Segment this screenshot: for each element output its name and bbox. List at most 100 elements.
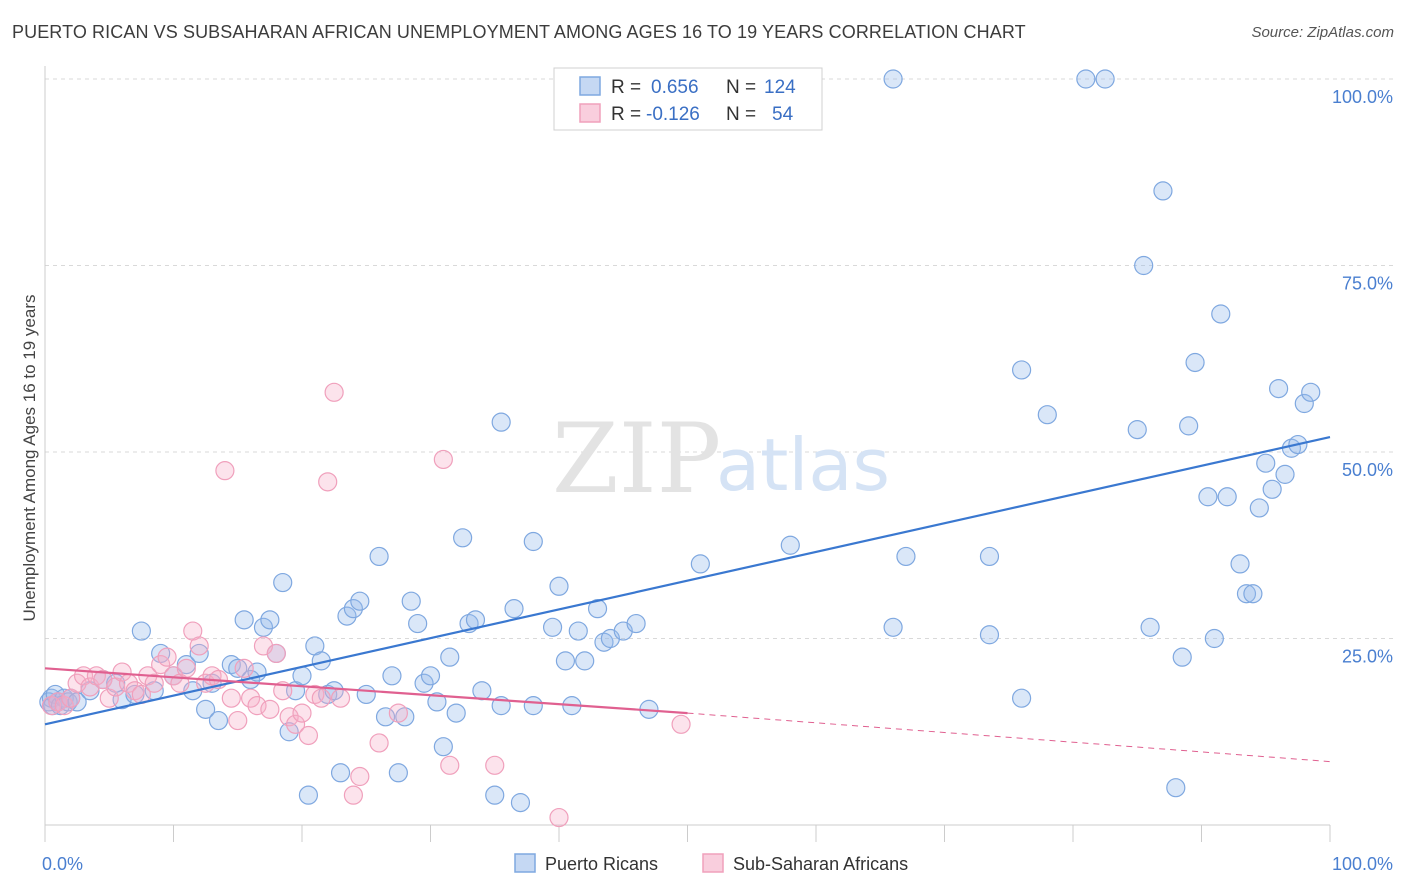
stats-legend: R = 0.656 N = 124 R = -0.126 N = 54 — [553, 67, 823, 131]
sub-saharan-point-44 — [324, 382, 344, 402]
sub-saharan-point-46 — [343, 785, 363, 805]
sub-saharan-point-23 — [189, 636, 209, 656]
sub-saharan-point-37 — [279, 707, 299, 727]
y-tick-label-2: 50.0% — [1342, 460, 1393, 480]
puerto-rican-point-58 — [440, 647, 460, 667]
y-tick-label-3: 25.0% — [1342, 647, 1393, 667]
puerto-rican-point-15 — [131, 621, 151, 641]
sub-saharan-point-2 — [54, 696, 74, 716]
y-axis-label: Unemployment Among Ages 16 to 19 years — [20, 295, 39, 622]
puerto-rican-point-34 — [279, 722, 299, 742]
puerto-rican-point-33 — [273, 572, 293, 593]
puerto-rican-point-98 — [1153, 181, 1173, 201]
puerto-rican-point-86 — [883, 617, 903, 637]
puerto-rican-point-64 — [485, 785, 505, 805]
sub-saharan-point-17 — [151, 655, 171, 675]
sub-saharan-trend-line — [44, 667, 688, 715]
puerto-rican-point-26 — [228, 658, 248, 678]
series-legend-sub-saharan: Sub-Saharan Africans — [733, 854, 908, 874]
sub-saharan-point-50 — [433, 449, 453, 470]
puerto-rican-point-44 — [343, 599, 363, 619]
puerto-rican-point-93 — [1076, 69, 1096, 89]
sub-saharan-point-52 — [485, 755, 505, 775]
sub-saharan-point-18 — [157, 647, 177, 667]
puerto-rican-point-70 — [523, 696, 543, 716]
series-legend-puerto-ricans: Puerto Ricans — [545, 854, 658, 874]
puerto-rican-point-113 — [1268, 378, 1289, 399]
series-legend-swatch-sub-saharan — [702, 853, 724, 873]
puerto-rican-point-83 — [690, 554, 710, 574]
puerto-rican-point-50 — [388, 763, 408, 783]
puerto-rican-point-49 — [382, 666, 402, 686]
y-tick-label-1: 75.0% — [1342, 274, 1393, 294]
puerto-rican-point-87 — [896, 546, 916, 567]
watermark-atlas: atlas — [716, 423, 890, 507]
trend-lines — [44, 436, 1331, 763]
puerto-rican-point-48 — [375, 707, 396, 727]
sub-saharan-point-32 — [247, 696, 267, 716]
puerto-rican-point-43 — [337, 606, 357, 626]
puerto-rican-point-45 — [350, 591, 370, 611]
puerto-rican-point-107 — [1230, 554, 1250, 574]
source-label: Source: ZipAtlas.com — [1251, 24, 1394, 41]
puerto-rican-point-57 — [433, 737, 453, 757]
sub-saharan-point-48 — [369, 733, 389, 753]
puerto-rican-point-69 — [523, 531, 543, 552]
puerto-rican-point-24 — [208, 710, 229, 731]
puerto-rican-point-118 — [1301, 382, 1321, 402]
puerto-rican-point-109 — [1243, 584, 1263, 604]
sub-saharan-point-30 — [234, 658, 254, 678]
puerto-rican-point-103 — [1198, 487, 1218, 507]
puerto-rican-point-30 — [253, 617, 274, 637]
sub-saharan-point-31 — [241, 688, 261, 708]
sub-saharan-point-49 — [388, 703, 408, 723]
sub-saharan-point-47 — [350, 766, 370, 787]
sub-saharan-point-42 — [311, 688, 331, 708]
puerto-rican-point-55 — [420, 666, 441, 686]
puerto-rican-point-111 — [1256, 453, 1276, 473]
puerto-rican-point-42 — [330, 763, 351, 783]
puerto-rican-point-106 — [1217, 487, 1237, 507]
puerto-rican-trend-line — [44, 436, 1331, 726]
puerto-rican-point-67 — [504, 599, 524, 619]
puerto-rican-point-85 — [883, 69, 903, 89]
puerto-rican-point-112 — [1262, 479, 1282, 499]
puerto-rican-point-59 — [446, 703, 466, 723]
puerto-rican-point-90 — [1011, 360, 1032, 380]
puerto-rican-point-104 — [1204, 628, 1224, 649]
puerto-rican-point-94 — [1095, 69, 1115, 89]
puerto-rican-point-92 — [1037, 405, 1057, 425]
watermark: ZIP atlas — [552, 403, 890, 515]
legend-swatch-puerto-ricans — [579, 76, 601, 96]
puerto-rican-point-100 — [1172, 647, 1192, 667]
sub-saharan-point-29 — [228, 710, 248, 731]
watermark-zip: ZIP — [552, 403, 721, 515]
puerto-rican-point-75 — [568, 621, 588, 641]
puerto-rican-point-102 — [1185, 352, 1205, 373]
legend-r-label-2: R = — [611, 104, 641, 125]
puerto-rican-point-117 — [1294, 393, 1314, 414]
puerto-rican-point-81 — [626, 613, 646, 634]
legend-n-label-2: N = — [726, 104, 756, 125]
puerto-rican-point-95 — [1127, 420, 1147, 440]
puerto-rican-point-54 — [414, 673, 434, 693]
legend-n-value-2: 54 — [772, 104, 794, 125]
sub-saharan-point-45 — [330, 688, 351, 708]
puerto-rican-point-99 — [1166, 778, 1186, 798]
puerto-rican-point-21 — [189, 643, 209, 664]
sub-saharan-point-4 — [67, 673, 87, 693]
y-tick-label-0: 100.0% — [1332, 87, 1393, 107]
puerto-rican-point-52 — [401, 591, 421, 611]
puerto-rican-point-36 — [292, 666, 312, 686]
puerto-rican-point-105 — [1211, 304, 1231, 324]
puerto-rican-point-56 — [427, 692, 447, 712]
series-legend-swatch-puerto-ricans — [514, 853, 536, 873]
puerto-rican-point-27 — [234, 610, 254, 630]
legend-r-value-1: 0.656 — [651, 77, 699, 98]
sub-saharan-point-40 — [298, 725, 319, 746]
series-legend: Puerto Ricans Sub-Saharan Africans — [514, 853, 908, 874]
puerto-rican-point-88 — [979, 546, 1000, 567]
chart-title: PUERTO RICAN VS SUBSAHARAN AFRICAN UNEMP… — [12, 22, 1026, 42]
axes — [44, 66, 1331, 842]
